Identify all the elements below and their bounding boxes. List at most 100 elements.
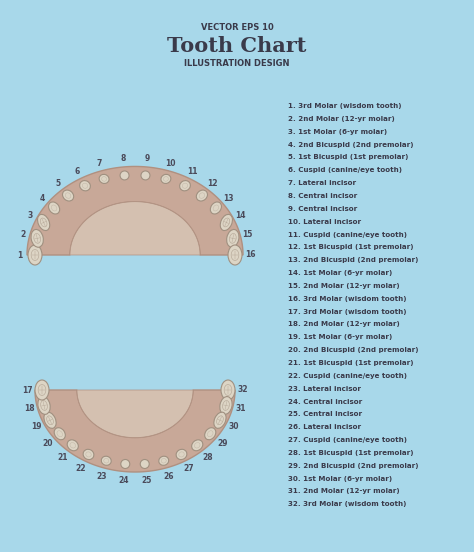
Ellipse shape	[28, 245, 42, 265]
Text: 25: 25	[141, 476, 152, 485]
Polygon shape	[77, 390, 193, 438]
Text: 11: 11	[187, 167, 198, 176]
Text: 30: 30	[228, 422, 239, 432]
Text: 32: 32	[238, 385, 248, 395]
Text: 15. 2nd Molar (12-yr molar): 15. 2nd Molar (12-yr molar)	[288, 283, 400, 289]
Text: 24: 24	[118, 476, 129, 485]
Text: 2. 2nd Molar (12-yr molar): 2. 2nd Molar (12-yr molar)	[288, 116, 395, 122]
Text: ILLUSTRATION DESIGN: ILLUSTRATION DESIGN	[184, 59, 290, 67]
Ellipse shape	[220, 396, 232, 415]
Text: 26. Lateral incisor: 26. Lateral incisor	[288, 424, 361, 430]
Text: 24. Central incisor: 24. Central incisor	[288, 399, 362, 405]
Text: 19. 1st Molar (6-yr molar): 19. 1st Molar (6-yr molar)	[288, 335, 392, 340]
Text: 4: 4	[39, 194, 45, 203]
Ellipse shape	[44, 412, 56, 428]
Ellipse shape	[140, 459, 149, 469]
Text: 29. 2nd Bicuspid (2nd premolar): 29. 2nd Bicuspid (2nd premolar)	[288, 463, 419, 469]
Text: 14. 1st Molar (6-yr molar): 14. 1st Molar (6-yr molar)	[288, 270, 392, 276]
Text: 12. 1st Bicuspid (1st premolar): 12. 1st Bicuspid (1st premolar)	[288, 245, 413, 251]
Text: 31. 2nd Molar (12-yr molar): 31. 2nd Molar (12-yr molar)	[288, 489, 400, 495]
Text: 22. Cuspid (canine/eye tooth): 22. Cuspid (canine/eye tooth)	[288, 373, 407, 379]
Text: 1: 1	[18, 251, 23, 259]
Ellipse shape	[35, 380, 49, 400]
Ellipse shape	[214, 412, 226, 428]
Text: 22: 22	[76, 464, 86, 473]
Text: 9. Central incisor: 9. Central incisor	[288, 206, 357, 212]
Ellipse shape	[159, 456, 169, 465]
Text: 21: 21	[57, 453, 68, 462]
Text: 21. 1st Bicuspid (1st premolar): 21. 1st Bicuspid (1st premolar)	[288, 360, 413, 366]
Text: 17: 17	[22, 385, 32, 395]
Text: 18: 18	[24, 405, 35, 413]
Text: 10. Lateral incisor: 10. Lateral incisor	[288, 219, 361, 225]
Ellipse shape	[101, 456, 111, 465]
Ellipse shape	[37, 214, 50, 231]
Text: 27: 27	[184, 464, 194, 473]
Text: 23. Lateral incisor: 23. Lateral incisor	[288, 386, 361, 392]
Text: 20: 20	[42, 439, 53, 448]
Ellipse shape	[83, 449, 94, 460]
Ellipse shape	[205, 428, 216, 440]
Text: 13. 2nd Bicuspid (2nd premolar): 13. 2nd Bicuspid (2nd premolar)	[288, 257, 419, 263]
Text: 8: 8	[120, 155, 126, 163]
Polygon shape	[27, 167, 243, 255]
Text: 32. 3rd Molar (wisdom tooth): 32. 3rd Molar (wisdom tooth)	[288, 501, 406, 507]
Text: 1. 3rd Molar (wisdom tooth): 1. 3rd Molar (wisdom tooth)	[288, 103, 401, 109]
Ellipse shape	[191, 440, 203, 451]
Polygon shape	[70, 201, 200, 255]
Ellipse shape	[196, 190, 208, 201]
Text: 12: 12	[207, 179, 217, 188]
Text: 8. Central incisor: 8. Central incisor	[288, 193, 357, 199]
Text: 23: 23	[96, 472, 107, 481]
Text: 3: 3	[27, 211, 33, 220]
Text: 15: 15	[242, 230, 253, 240]
Ellipse shape	[210, 202, 221, 214]
Text: 20. 2nd Bicuspid (2nd premolar): 20. 2nd Bicuspid (2nd premolar)	[288, 347, 419, 353]
Ellipse shape	[227, 230, 239, 247]
Text: 6: 6	[75, 167, 80, 176]
Text: 31: 31	[236, 405, 246, 413]
Text: 16. 3rd Molar (wisdom tooth): 16. 3rd Molar (wisdom tooth)	[288, 296, 407, 302]
Text: 3. 1st Molar (6-yr molar): 3. 1st Molar (6-yr molar)	[288, 129, 387, 135]
Ellipse shape	[67, 440, 78, 451]
Text: 7. Lateral incisor: 7. Lateral incisor	[288, 180, 356, 186]
Ellipse shape	[228, 245, 242, 265]
Text: 29: 29	[217, 439, 228, 448]
Text: 5. 1st Bicuspid (1st premolar): 5. 1st Bicuspid (1st premolar)	[288, 155, 409, 161]
Text: 27. Cuspid (canine/eye tooth): 27. Cuspid (canine/eye tooth)	[288, 437, 407, 443]
Text: 11. Cuspid (canine/eye tooth): 11. Cuspid (canine/eye tooth)	[288, 231, 407, 237]
Text: 28. 1st Bicuspid (1st premolar): 28. 1st Bicuspid (1st premolar)	[288, 450, 413, 456]
Text: 14: 14	[235, 211, 246, 220]
Ellipse shape	[80, 181, 91, 191]
Ellipse shape	[176, 449, 187, 460]
Ellipse shape	[161, 174, 171, 183]
Text: 25. Central incisor: 25. Central incisor	[288, 411, 362, 417]
Ellipse shape	[221, 380, 235, 400]
Text: 26: 26	[163, 472, 173, 481]
Polygon shape	[35, 390, 235, 472]
Text: 6. Cuspid (canine/eye tooth): 6. Cuspid (canine/eye tooth)	[288, 167, 402, 173]
Text: 7: 7	[97, 158, 102, 168]
Text: 2: 2	[20, 230, 25, 240]
Ellipse shape	[63, 190, 73, 201]
Text: 19: 19	[31, 422, 42, 432]
Text: Tooth Chart: Tooth Chart	[167, 36, 307, 56]
Ellipse shape	[48, 202, 60, 214]
Ellipse shape	[99, 174, 109, 183]
Text: 16: 16	[245, 251, 255, 259]
Ellipse shape	[120, 171, 129, 180]
Ellipse shape	[141, 171, 150, 180]
Ellipse shape	[38, 396, 50, 415]
Text: 5: 5	[55, 179, 61, 188]
Text: VECTOR EPS 10: VECTOR EPS 10	[201, 24, 273, 33]
Text: 13: 13	[223, 194, 233, 203]
Text: 10: 10	[165, 158, 176, 168]
Ellipse shape	[31, 230, 43, 247]
Ellipse shape	[220, 214, 232, 231]
Text: 17. 3rd Molar (wisdom tooth): 17. 3rd Molar (wisdom tooth)	[288, 309, 407, 315]
Text: 28: 28	[202, 453, 212, 462]
Text: 30. 1st Molar (6-yr molar): 30. 1st Molar (6-yr molar)	[288, 476, 392, 482]
Text: 4. 2nd Bicuspid (2nd premolar): 4. 2nd Bicuspid (2nd premolar)	[288, 141, 413, 147]
Text: 9: 9	[145, 155, 150, 163]
Ellipse shape	[121, 459, 130, 469]
